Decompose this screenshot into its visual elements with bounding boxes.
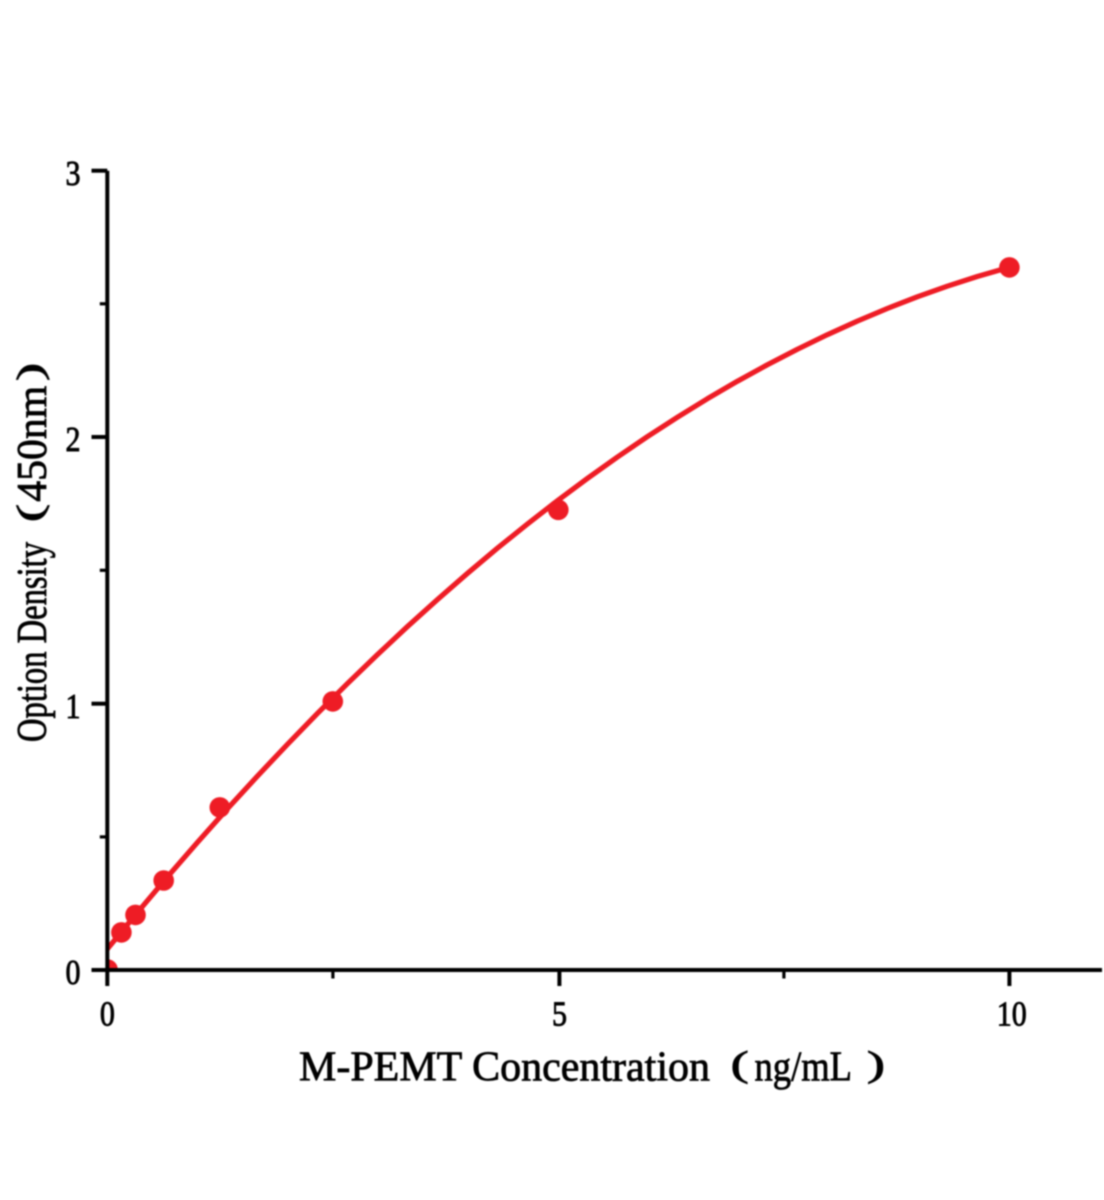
svg-text:450nm: 450nm <box>8 386 55 502</box>
svg-text:ng/mL: ng/mL <box>755 1042 853 1089</box>
svg-text:5: 5 <box>552 995 567 1034</box>
svg-text:(: ( <box>731 1044 749 1084</box>
svg-text:1: 1 <box>65 688 80 727</box>
svg-text:2: 2 <box>65 421 80 460</box>
svg-text:): ) <box>9 363 49 381</box>
svg-text:0: 0 <box>100 995 115 1034</box>
svg-text:10: 10 <box>997 995 1027 1034</box>
svg-text:): ) <box>867 1044 885 1084</box>
svg-text:M-PEMT Concentration: M-PEMT Concentration <box>299 1042 710 1089</box>
svg-text:(: ( <box>9 504 49 522</box>
svg-text:Option Density: Option Density <box>8 542 55 742</box>
svg-text:3: 3 <box>65 155 80 194</box>
svg-text:0: 0 <box>65 954 80 993</box>
